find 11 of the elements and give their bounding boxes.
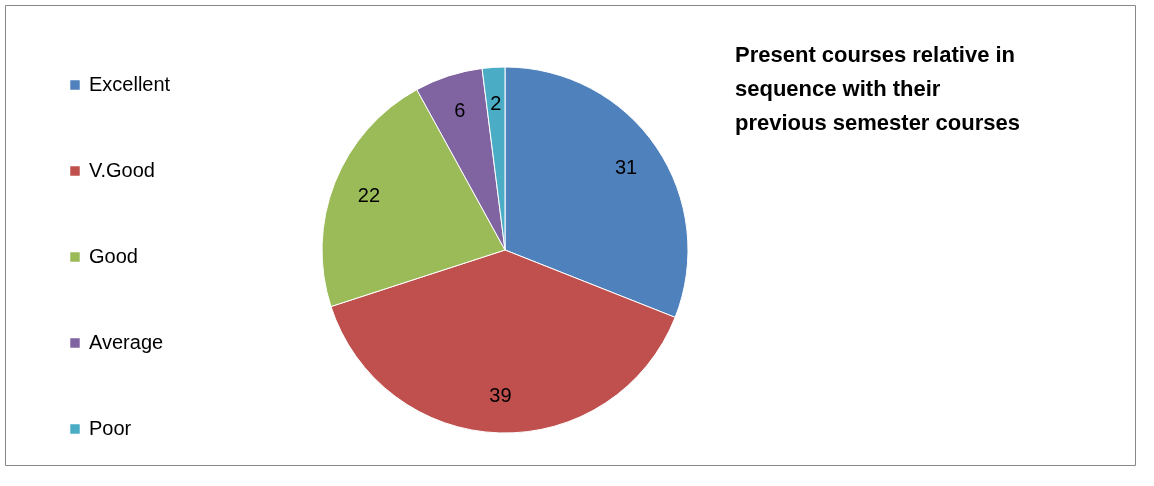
data-label: 31 [614, 155, 638, 178]
data-label: 39 [489, 384, 512, 407]
data-label: 6 [454, 98, 466, 121]
legend-label: Poor [89, 417, 132, 439]
data-label: 2 [490, 91, 502, 114]
data-label: 22 [357, 184, 381, 207]
legend-label: Excellent [89, 73, 171, 95]
legend-label: Good [89, 245, 138, 267]
legend-label: Average [89, 331, 164, 353]
legend-label: V.Good [89, 159, 155, 181]
text: Present courses relative in sequence with their previous semester courses [735, 42, 1020, 135]
